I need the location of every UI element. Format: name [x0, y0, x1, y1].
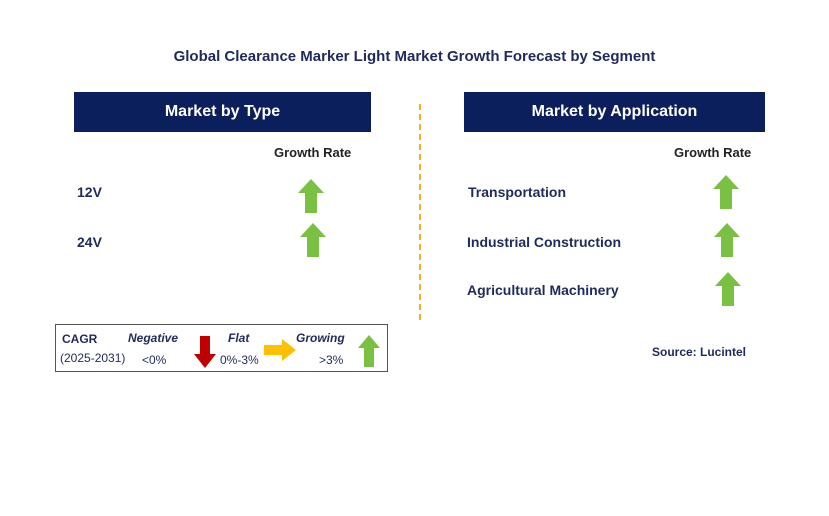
application-row-label: Agricultural Machinery	[467, 282, 619, 298]
legend-growing-value: >3%	[319, 353, 344, 367]
type-growth-rate-header: Growth Rate	[274, 145, 352, 160]
legend-negative-value: <0%	[142, 353, 167, 367]
chart-title: Global Clearance Marker Light Market Gro…	[173, 48, 656, 65]
source-note: Source: Lucintel	[652, 345, 747, 359]
negative-arrow-icon	[194, 336, 216, 368]
type-row-label: 12V	[77, 184, 102, 200]
growing-arrow-icon	[714, 223, 740, 257]
legend-flat-label: Flat	[228, 331, 250, 345]
growing-arrow-icon	[713, 175, 739, 209]
legend-flat-value: 0%-3%	[220, 353, 259, 367]
panel-divider	[419, 104, 421, 320]
growing-arrow-icon	[300, 223, 326, 257]
application-growth-rate-header: Growth Rate	[674, 145, 752, 160]
growing-arrow-icon	[715, 272, 741, 306]
flat-arrow-icon	[264, 339, 296, 361]
market-by-application-header: Market by Application	[464, 92, 765, 132]
legend-cagr-label: CAGR	[62, 332, 98, 346]
growing-arrow-icon	[358, 335, 380, 367]
legend-negative-label: Negative	[128, 331, 179, 345]
legend-growing-label: Growing	[296, 331, 345, 345]
growing-arrow-icon	[298, 179, 324, 213]
type-row-label: 24V	[77, 234, 102, 250]
application-row-label: Industrial Construction	[467, 234, 621, 250]
legend-period: (2025-2031)	[60, 351, 126, 365]
application-row-label: Transportation	[468, 184, 567, 200]
cagr-legend: CAGR (2025-2031) Negative <0% Flat 0%-3%…	[55, 324, 388, 372]
market-by-type-header: Market by Type	[74, 92, 371, 132]
